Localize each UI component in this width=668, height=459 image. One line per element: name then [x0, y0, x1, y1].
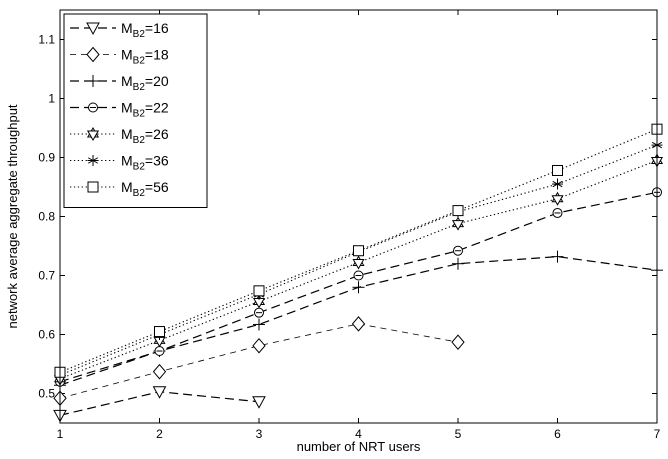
legend-marker — [86, 126, 100, 142]
legend-marker — [87, 75, 99, 87]
legend: MB2=16 MB2=18 MB2=20 MB2=22 MB2=26 MB2=36 MB2=… — [63, 13, 208, 208]
legend-label: MB2=36 — [121, 153, 169, 173]
x-tick-label: 7 — [654, 427, 661, 441]
tick-labels: 1 2 3 4 5 6 7 0.5 0.6 0.7 0.8 0.9 1 1.1 — [38, 33, 660, 442]
data-point — [353, 245, 364, 257]
plot-area-frame — [59, 9, 658, 424]
data-point — [552, 164, 563, 176]
data-point — [552, 207, 563, 218]
y-tick-label: 1 — [48, 92, 55, 106]
legend-entry: MB2=20 — [70, 73, 169, 93]
legend-entry: MB2=16 — [70, 20, 169, 40]
data-point — [253, 318, 265, 331]
legend-marker — [88, 102, 98, 113]
data-point — [353, 270, 364, 281]
x-tick-label: 3 — [256, 427, 263, 441]
y-tick-label: 0.6 — [38, 328, 55, 342]
data-point — [152, 386, 167, 399]
data-point — [252, 337, 266, 354]
legend-entry: MB2=36 — [70, 153, 169, 173]
legend-label: MB2=22 — [121, 100, 169, 120]
data-point — [551, 191, 564, 206]
data-point — [352, 255, 365, 270]
data-point — [451, 216, 465, 231]
legend-marker — [87, 181, 99, 193]
data-point — [152, 363, 167, 380]
legend-entry: MB2=26 — [70, 126, 169, 146]
y-axis-label: network average aggregate throughput — [5, 104, 20, 328]
legend-marker — [86, 46, 100, 63]
legend-box — [63, 13, 208, 208]
data-point — [552, 178, 563, 190]
data-point — [452, 257, 464, 270]
y-tick-label: 0.5 — [38, 387, 55, 401]
legend-marker — [87, 155, 99, 166]
y-tick-label: 0.8 — [38, 210, 55, 224]
legend-entry: MB2=22 — [70, 100, 169, 120]
data-point — [453, 245, 463, 256]
legend-label: MB2=20 — [121, 73, 169, 93]
legend-label: MB2=56 — [121, 179, 169, 199]
data-point — [451, 334, 465, 350]
data-point — [351, 316, 366, 332]
legend-label: MB2=18 — [121, 47, 169, 67]
data-point — [551, 250, 564, 263]
x-axis-label: number of NRT users — [297, 439, 421, 454]
y-tick-label: 0.9 — [38, 151, 55, 165]
data-point — [154, 346, 165, 357]
legend-marker — [86, 22, 100, 36]
x-tick-label: 1 — [57, 427, 64, 441]
data-point — [154, 326, 165, 338]
legend-entry: MB2=56 — [70, 179, 169, 199]
series-1 — [53, 386, 266, 423]
x-tick-label: 2 — [156, 427, 163, 441]
data-point — [252, 396, 266, 409]
data-point — [253, 285, 265, 297]
y-tick-label: 0.7 — [38, 269, 55, 283]
series-line — [59, 323, 459, 399]
x-tick-label: 6 — [554, 427, 561, 441]
x-tick-label: 4 — [355, 427, 362, 441]
data-point — [352, 281, 365, 294]
x-tick-label: 5 — [455, 427, 462, 441]
legend-entry: MB2=18 — [70, 47, 169, 67]
legend-label: MB2=16 — [121, 20, 169, 40]
data-point — [452, 205, 464, 217]
legend-label: MB2=26 — [121, 126, 169, 146]
data-point — [254, 307, 264, 318]
y-tick-label: 1.1 — [38, 33, 55, 47]
